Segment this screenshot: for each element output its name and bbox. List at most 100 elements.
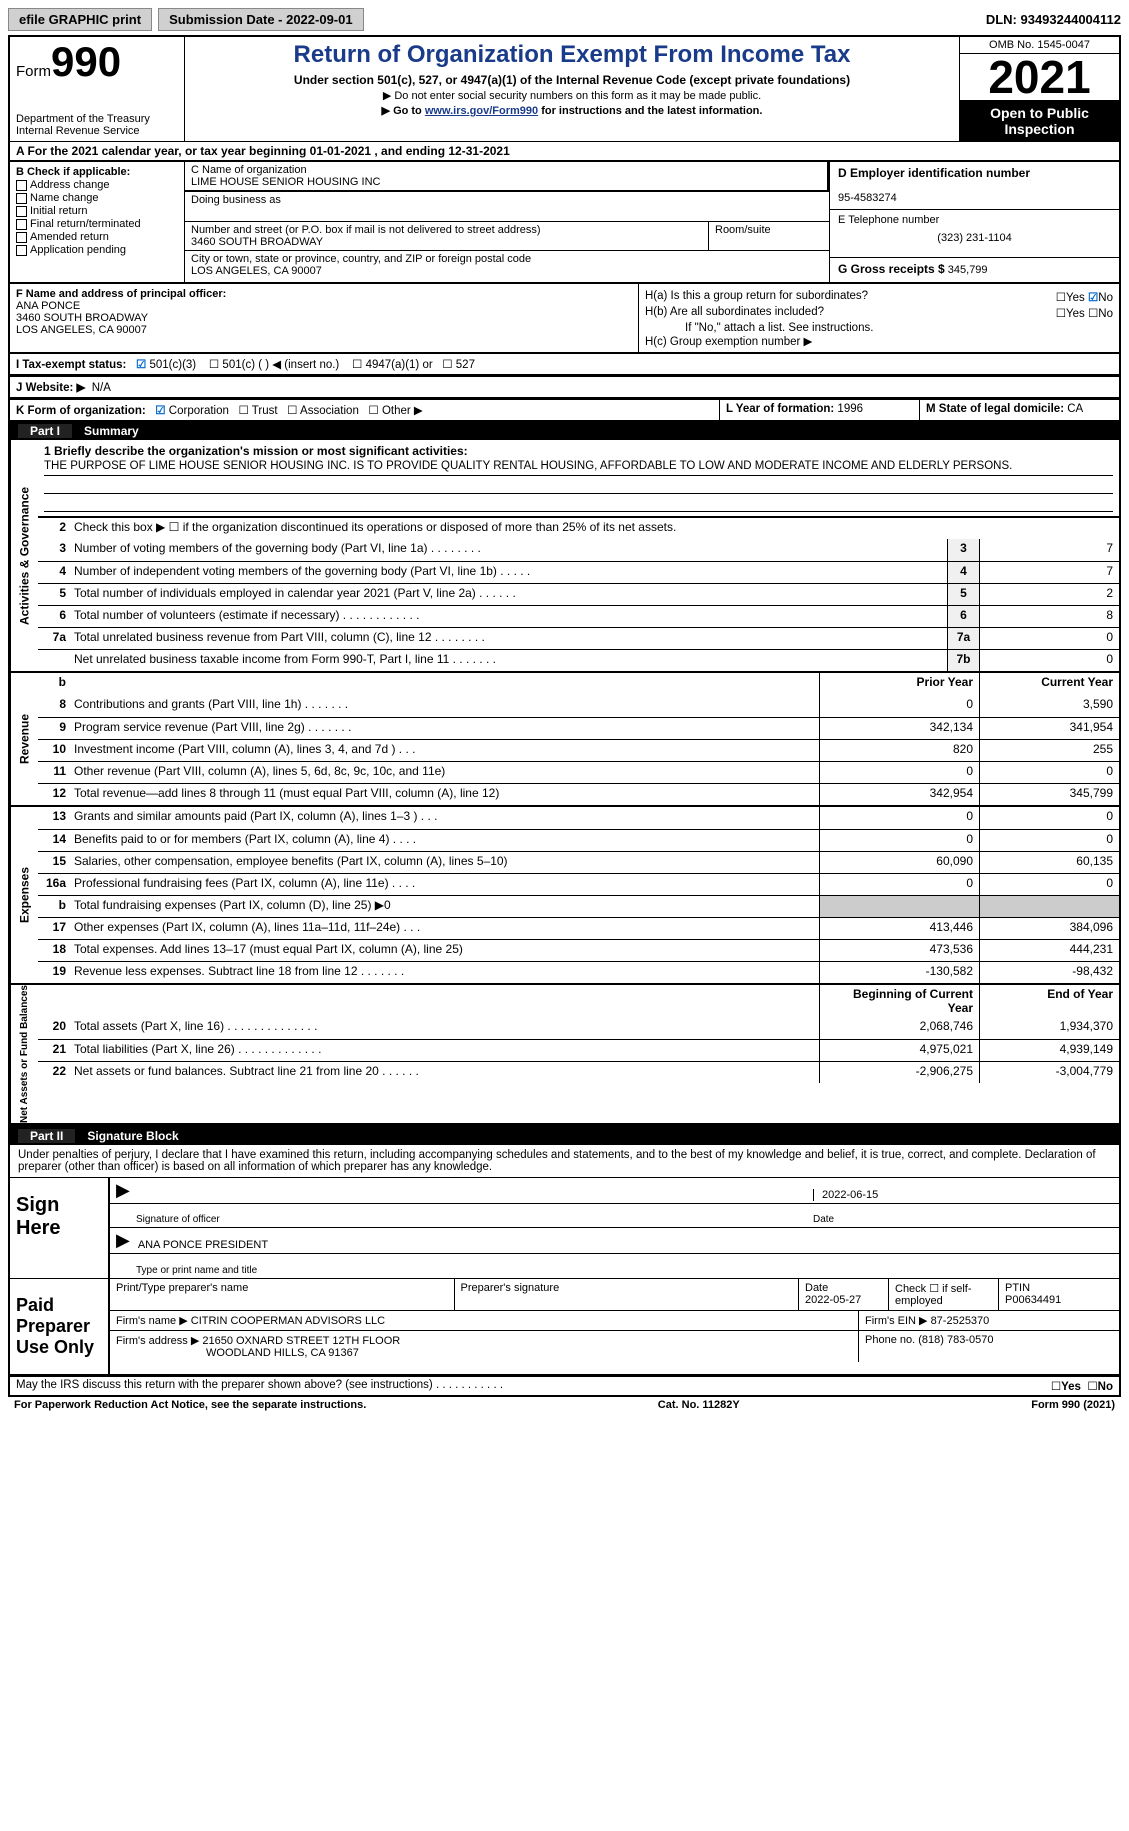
expense-line: 13Grants and similar amounts paid (Part …: [38, 807, 1119, 829]
ein-label: D Employer identification number: [838, 166, 1030, 180]
expense-line: 17Other expenses (Part IX, column (A), l…: [38, 917, 1119, 939]
sign-here-label: Sign Here: [10, 1178, 110, 1278]
efile-button[interactable]: efile GRAPHIC print: [8, 8, 152, 31]
street-value: 3460 SOUTH BROADWAY: [191, 236, 323, 248]
form-number: Form990: [16, 41, 178, 83]
sig-declaration: Under penalties of perjury, I declare th…: [10, 1145, 1119, 1178]
mission-label: 1 Briefly describe the organization's mi…: [44, 444, 1113, 458]
submission-date-button[interactable]: Submission Date - 2022-09-01: [158, 8, 364, 31]
colb-item[interactable]: Amended return: [16, 231, 178, 243]
colb-item[interactable]: Final return/terminated: [16, 218, 178, 230]
note-ssn: ▶ Do not enter social security numbers o…: [193, 89, 951, 102]
ha-answer: ☐Yes ☑No: [1056, 290, 1113, 304]
row-l: L Year of formation: 1996: [719, 400, 919, 420]
firm-name: CITRIN COOPERMAN ADVISORS LLC: [191, 1315, 385, 1327]
form-subtitle: Under section 501(c), 527, or 4947(a)(1)…: [193, 73, 951, 87]
summary-line: 5Total number of individuals employed in…: [38, 583, 1119, 605]
expense-line: bTotal fundraising expenses (Part IX, co…: [38, 895, 1119, 917]
gross-label: G Gross receipts $: [838, 262, 945, 276]
revenue-line: 11Other revenue (Part VIII, column (A), …: [38, 761, 1119, 783]
expenses-section: Expenses 13Grants and similar amounts pa…: [8, 807, 1121, 985]
phone-value: (323) 231-1104: [937, 232, 1011, 244]
netassets-section: Net Assets or Fund Balances Beginning of…: [8, 985, 1121, 1125]
open-inspection: Open to Public Inspection: [960, 101, 1119, 141]
footer-final: For Paperwork Reduction Act Notice, see …: [8, 1397, 1121, 1413]
summary-line: 6Total number of volunteers (estimate if…: [38, 605, 1119, 627]
expense-line: 16aProfessional fundraising fees (Part I…: [38, 873, 1119, 895]
sig-date-label: Date: [813, 1214, 1113, 1225]
expense-line: 15Salaries, other compensation, employee…: [38, 851, 1119, 873]
vtab-expenses: Expenses: [10, 807, 38, 983]
top-toolbar: efile GRAPHIC print Submission Date - 20…: [8, 8, 1121, 31]
sig-officer-label: Signature of officer: [116, 1214, 220, 1225]
firm-addr-label: Firm's address ▶: [116, 1335, 199, 1347]
activities-governance: Activities & Governance 1 Briefly descri…: [8, 440, 1121, 673]
expense-line: 14Benefits paid to or for members (Part …: [38, 829, 1119, 851]
revenue-line: 8Contributions and grants (Part VIII, li…: [38, 695, 1119, 717]
org-name: LIME HOUSE SENIOR HOUSING INC: [191, 176, 380, 188]
colb-item[interactable]: Initial return: [16, 205, 178, 217]
ptin-label: PTIN: [1005, 1282, 1030, 1294]
netassets-line: 20Total assets (Part X, line 16) . . . .…: [38, 1017, 1119, 1039]
prep-date: 2022-05-27: [805, 1294, 861, 1306]
row-j: J Website: ▶ N/A: [10, 377, 117, 397]
col-b-header: B Check if applicable:: [16, 166, 130, 178]
city-value: LOS ANGELES, CA 90007: [191, 265, 322, 277]
firm-phone: (818) 783-0570: [918, 1334, 993, 1346]
firm-phone-label: Phone no.: [865, 1334, 915, 1346]
summary-line: 3Number of voting members of the governi…: [38, 539, 1119, 561]
tax-year: 2021: [960, 54, 1119, 101]
expense-line: 19Revenue less expenses. Subtract line 1…: [38, 961, 1119, 983]
revenue-line: 10Investment income (Part VIII, column (…: [38, 739, 1119, 761]
revenue-line: 12Total revenue—add lines 8 through 11 (…: [38, 783, 1119, 805]
officer-print-name: ANA PONCE PRESIDENT: [138, 1239, 268, 1251]
firm-ein-label: Firm's EIN ▶: [865, 1315, 928, 1327]
vtab-netassets: Net Assets or Fund Balances: [10, 985, 38, 1123]
firm-name-label: Firm's name ▶: [116, 1315, 188, 1327]
row-i: I Tax-exempt status: ☑ 501(c)(3) ☐ 501(c…: [10, 354, 1119, 374]
vtab-activities: Activities & Governance: [10, 440, 38, 671]
row-k: K Form of organization: ☑ Corporation ☐ …: [10, 400, 719, 420]
part1-header: Part ISummary: [8, 420, 1121, 440]
street-label: Number and street (or P.O. box if mail i…: [191, 224, 541, 236]
mission-text: THE PURPOSE OF LIME HOUSE SENIOR HOUSING…: [44, 458, 1113, 476]
officer-name: ANA PONCE: [16, 300, 80, 312]
summary-line: 4Number of independent voting members of…: [38, 561, 1119, 583]
ptin-value: P00634491: [1005, 1294, 1061, 1306]
current-year-hdr: Current Year: [979, 673, 1119, 695]
colb-item[interactable]: Application pending: [16, 244, 178, 256]
colb-item[interactable]: Address change: [16, 179, 178, 191]
gross-value: 345,799: [948, 264, 988, 276]
prep-sig-label: Preparer's signature: [461, 1282, 560, 1294]
prep-date-label: Date: [805, 1282, 828, 1294]
netassets-line: 22Net assets or fund balances. Subtract …: [38, 1061, 1119, 1083]
firm-ein: 87-2525370: [931, 1315, 990, 1327]
identity-block: B Check if applicable: Address changeNam…: [8, 160, 1121, 282]
city-label: City or town, state or province, country…: [191, 253, 531, 265]
note-link: ▶ Go to www.irs.gov/Form990 for instruct…: [193, 104, 951, 117]
phone-label: E Telephone number: [838, 214, 939, 226]
paid-preparer-label: Paid Preparer Use Only: [10, 1279, 110, 1374]
hb-note: If "No," attach a list. See instructions…: [645, 322, 1113, 334]
officer-addr1: 3460 SOUTH BROADWAY: [16, 312, 148, 324]
dba-label: Doing business as: [191, 194, 281, 206]
form-header: Form990 Department of the Treasury Inter…: [8, 35, 1121, 141]
firm-addr2: WOODLAND HILLS, CA 91367: [116, 1347, 359, 1359]
prior-year-hdr: Prior Year: [819, 673, 979, 695]
end-year-hdr: End of Year: [979, 985, 1119, 1017]
dept-label: Department of the Treasury Internal Reve…: [16, 113, 178, 137]
discuss-row: May the IRS discuss this return with the…: [8, 1376, 1121, 1397]
prep-check-label: Check ☐ if self-employed: [895, 1283, 972, 1307]
netassets-line: 21Total liabilities (Part X, line 26) . …: [38, 1039, 1119, 1061]
line2-text: Check this box ▶ ☐ if the organization d…: [70, 518, 1119, 539]
form-title: Return of Organization Exempt From Incom…: [193, 41, 951, 69]
irs-link[interactable]: www.irs.gov/Form990: [425, 105, 538, 117]
ein-value: 95-4583274: [838, 192, 897, 204]
name-label: C Name of organization: [191, 164, 307, 176]
sig-date: 2022-06-15: [813, 1189, 1113, 1201]
summary-line: 7aTotal unrelated business revenue from …: [38, 627, 1119, 649]
vtab-revenue: Revenue: [10, 673, 38, 805]
colb-item[interactable]: Name change: [16, 192, 178, 204]
ha-label: H(a) Is this a group return for subordin…: [645, 290, 868, 304]
room-label: Room/suite: [715, 224, 771, 236]
